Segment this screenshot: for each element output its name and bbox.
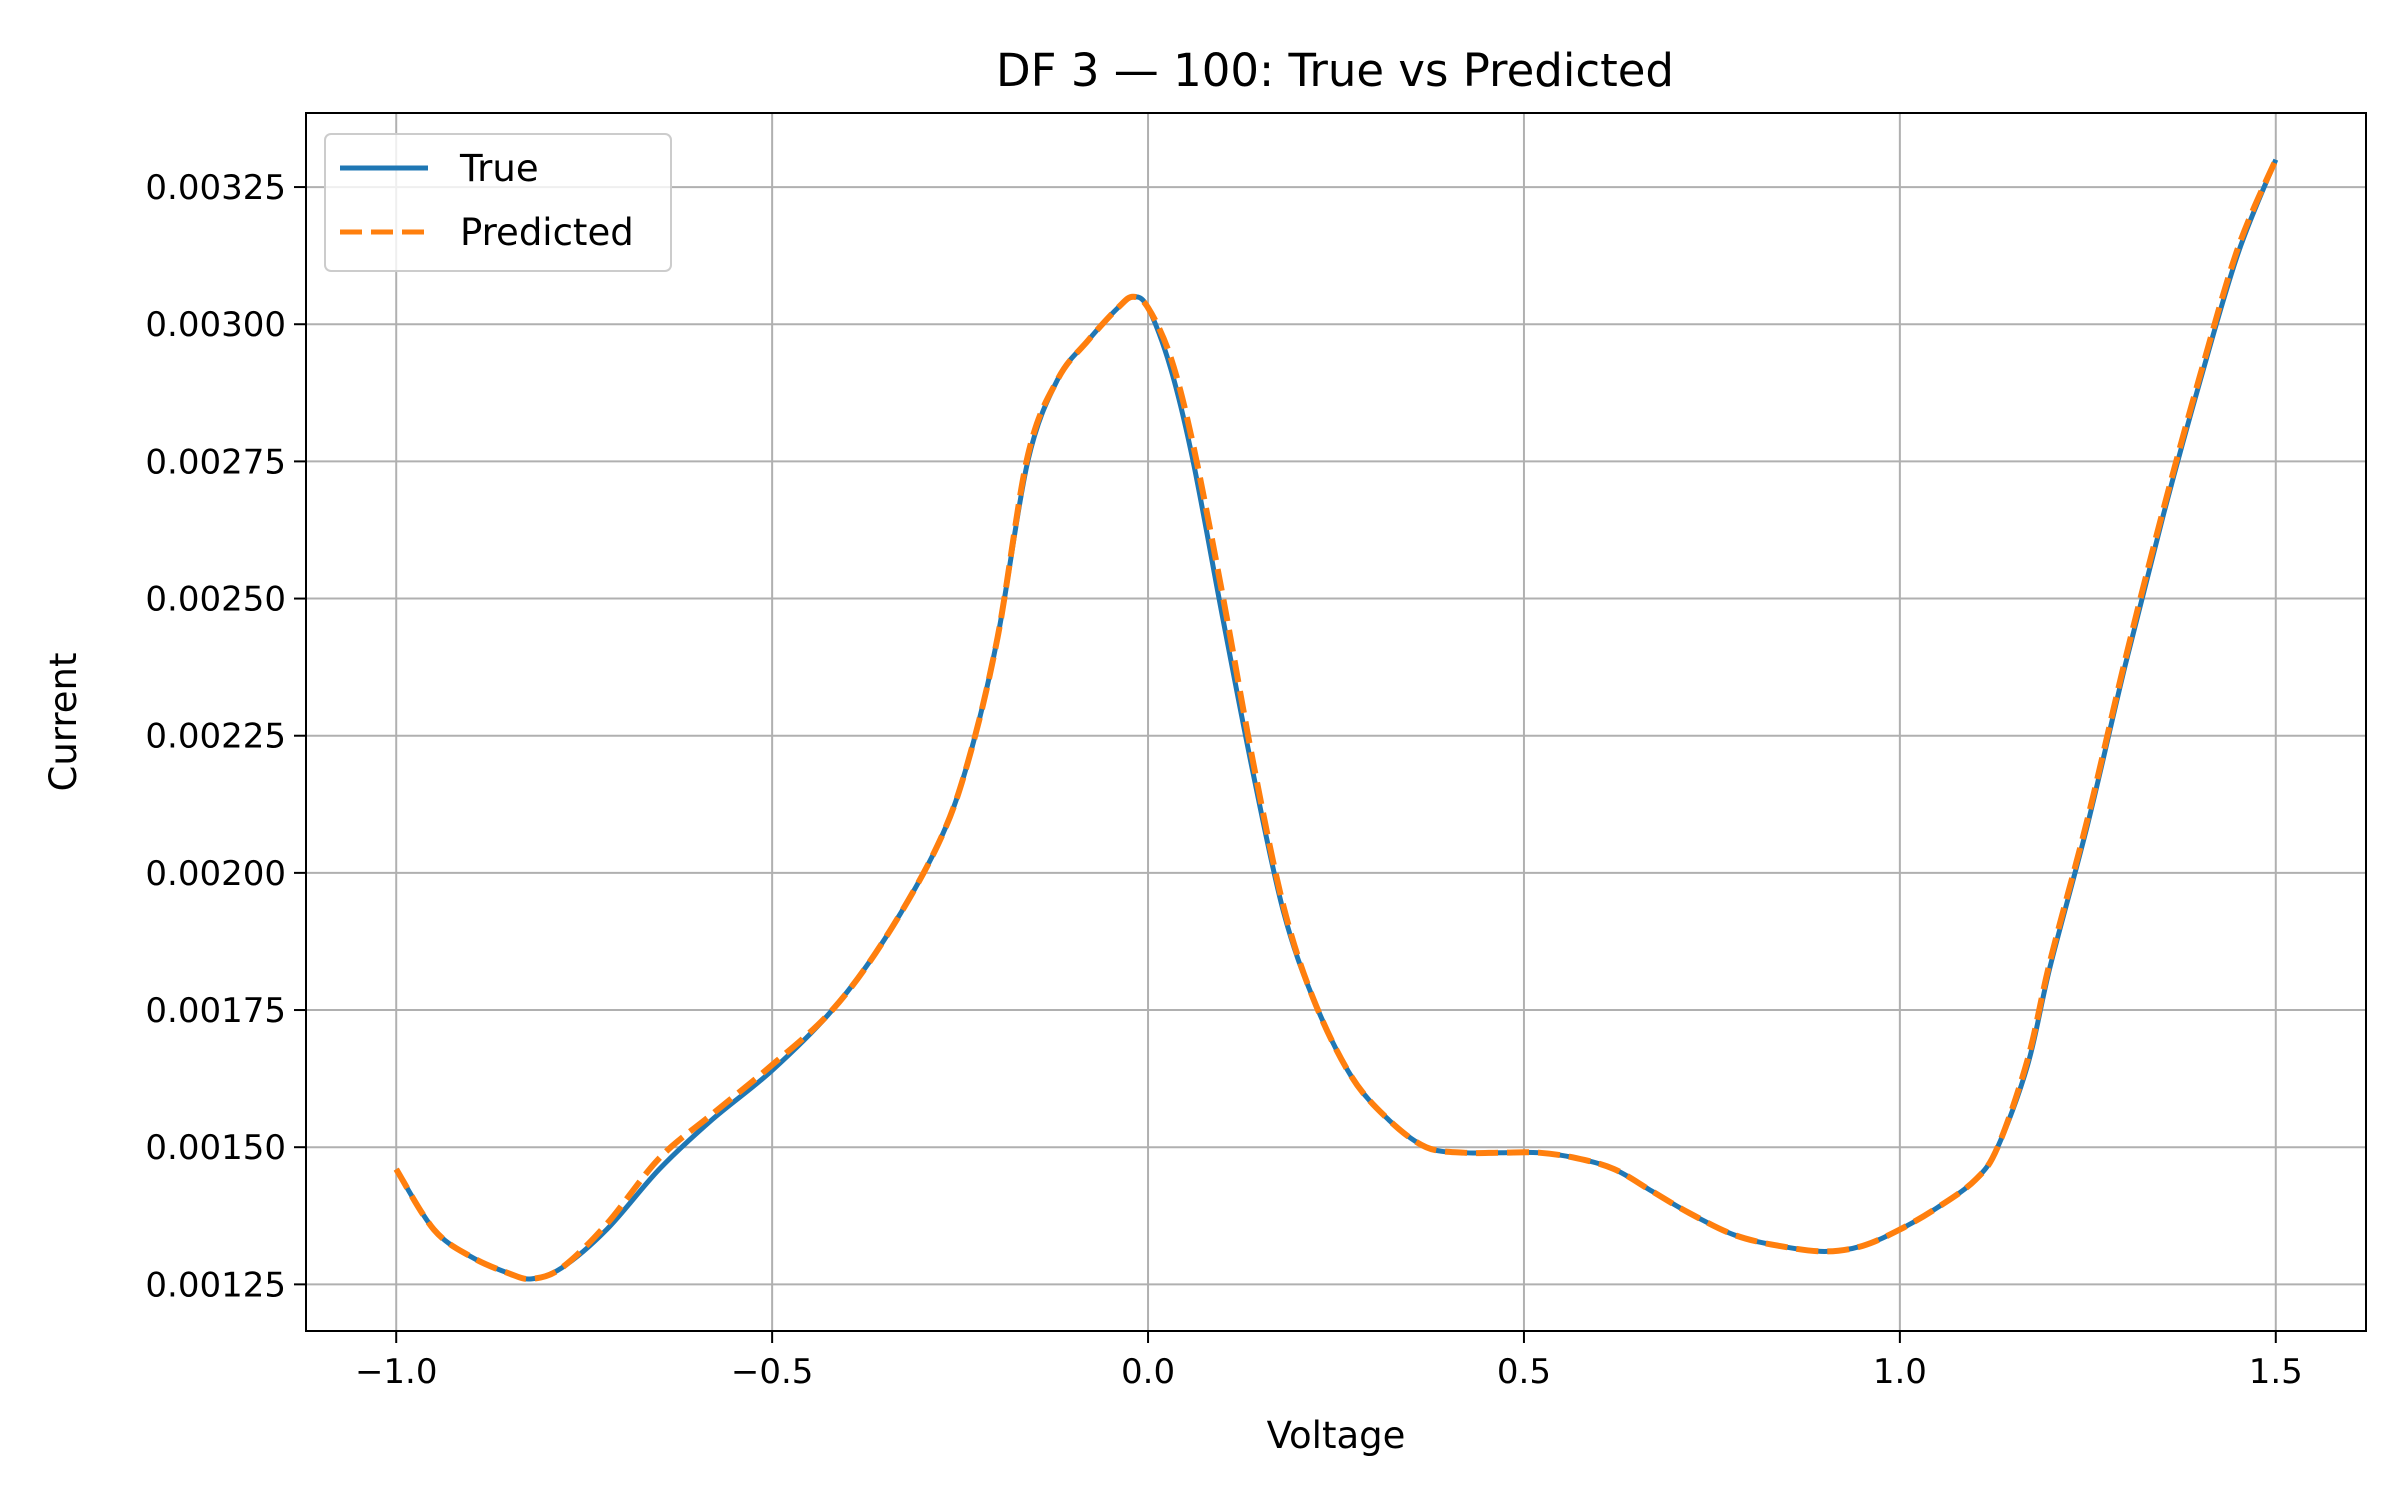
x-tick-label: 1.0 [1873, 1352, 1927, 1392]
y-tick-label: 0.00225 [145, 717, 286, 757]
x-tick-label: −0.5 [731, 1352, 814, 1392]
x-axis-title: Voltage [1267, 1414, 1406, 1457]
y-tick-label: 0.00250 [145, 580, 286, 620]
plot-area-frame [305, 112, 2367, 1332]
legend-label-true: True [459, 147, 539, 190]
legend-label-predicted: Predicted [460, 211, 634, 254]
y-tick-label: 0.00125 [145, 1265, 286, 1305]
y-tick-label: 0.00300 [145, 305, 286, 345]
y-tick-label: 0.00200 [145, 854, 286, 894]
y-tick-label: 0.00175 [145, 991, 286, 1031]
x-tick-label: 0.0 [1121, 1352, 1175, 1392]
y-tick-label: 0.00325 [145, 168, 286, 208]
y-tick-label: 0.00150 [145, 1128, 286, 1168]
y-axis-title: Current [42, 653, 85, 792]
x-tick-label: −1.0 [355, 1352, 438, 1392]
x-tick-label: 0.5 [1497, 1352, 1551, 1392]
chart-title: DF 3 — 100: True vs Predicted [996, 44, 1674, 97]
plot-series [393, 158, 2279, 1283]
y-tick-label: 0.00275 [145, 442, 286, 482]
legend: True Predicted [324, 133, 672, 272]
x-tick-label: 1.5 [2249, 1352, 2303, 1392]
axis-ticks: −1.0 −0.5 0.0 0.5 1.0 1.5 0.00125 0.00150 0.0017… [145, 168, 2302, 1392]
series-line-predicted [393, 158, 2279, 1283]
grid [306, 113, 2366, 1331]
